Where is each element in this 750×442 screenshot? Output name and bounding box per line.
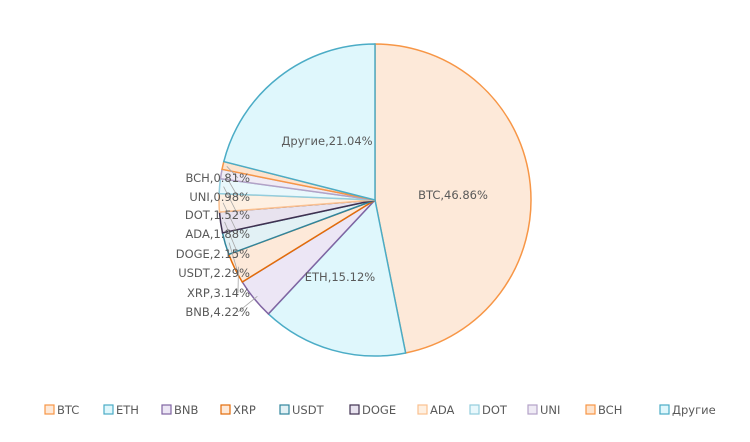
legend-swatch xyxy=(586,405,595,414)
legend-label: DOT xyxy=(482,403,508,417)
data-label-BCH: BCH,0.81% xyxy=(185,171,250,185)
data-label-DOT: DOT,1.52% xyxy=(185,208,250,222)
legend-item-BCH[interactable]: BCH xyxy=(586,403,622,417)
legend-swatch xyxy=(221,405,230,414)
legend-item-ADA[interactable]: ADA xyxy=(418,403,455,417)
legend-swatch xyxy=(162,405,171,414)
data-label-XRP: XRP,3.14% xyxy=(187,286,250,300)
data-label-ETH: ETH,15.12% xyxy=(305,270,376,284)
legend-swatch xyxy=(418,405,427,414)
legend-swatch xyxy=(45,405,54,414)
legend-label: ADA xyxy=(430,403,455,417)
data-label-Другие: Другие,21.04% xyxy=(281,134,372,148)
legend-swatch xyxy=(660,405,669,414)
data-label-ADA: ADA,1.88% xyxy=(185,227,250,241)
legend-label: UNI xyxy=(540,403,560,417)
legend-label: Другие xyxy=(672,403,716,417)
data-label-UNI: UNI,0.98% xyxy=(189,190,250,204)
legend-swatch xyxy=(350,405,359,414)
data-label-USDT: USDT,2.29% xyxy=(178,266,250,280)
legend-item-BNB[interactable]: BNB xyxy=(162,403,198,417)
legend-swatch xyxy=(280,405,289,414)
data-label-DOGE: DOGE,2.15% xyxy=(176,247,250,261)
data-label-BNB: BNB,4.22% xyxy=(185,305,250,319)
legend-label: BCH xyxy=(598,403,622,417)
legend-item-DOGE[interactable]: DOGE xyxy=(350,403,396,417)
legend-label: BNB xyxy=(174,403,198,417)
legend-label: XRP xyxy=(233,403,256,417)
legend-item-USDT[interactable]: USDT xyxy=(280,403,325,417)
legend-swatch xyxy=(470,405,479,414)
legend-item-Другие[interactable]: Другие xyxy=(660,403,716,417)
legend-item-DOT[interactable]: DOT xyxy=(470,403,508,417)
legend-item-UNI[interactable]: UNI xyxy=(528,403,560,417)
legend-swatch xyxy=(528,405,537,414)
legend-label: USDT xyxy=(292,403,325,417)
legend-item-BTC[interactable]: BTC xyxy=(45,403,79,417)
legend-label: DOGE xyxy=(362,403,396,417)
legend-item-ETH[interactable]: ETH xyxy=(104,403,139,417)
legend-label: BTC xyxy=(57,403,79,417)
data-label-BTC: BTC,46.86% xyxy=(418,188,488,202)
legend-item-XRP[interactable]: XRP xyxy=(221,403,256,417)
legend-label: ETH xyxy=(116,403,139,417)
legend-swatch xyxy=(104,405,113,414)
